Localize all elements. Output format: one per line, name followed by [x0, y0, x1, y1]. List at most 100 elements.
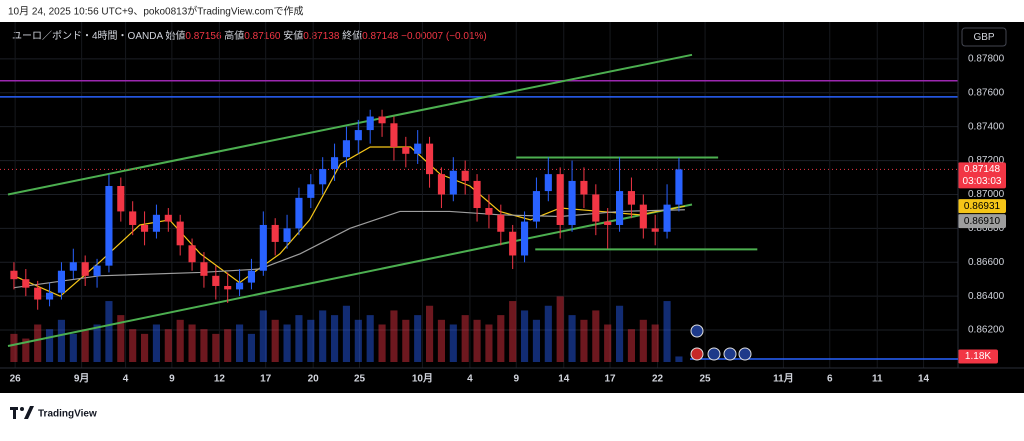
volume-bar: [592, 310, 600, 362]
candle-body: [188, 245, 196, 263]
x-tick-label: 4: [467, 374, 473, 385]
candle-body: [105, 185, 113, 266]
y-tick-label: 0.86800: [968, 223, 1005, 234]
candle-body: [449, 170, 457, 195]
volume-bar: [580, 319, 588, 362]
logo-mark: [24, 406, 34, 419]
candle-body: [663, 204, 671, 232]
volume-bar: [604, 324, 612, 362]
volume-bar: [449, 324, 457, 362]
low-label: 安値: [283, 29, 303, 42]
y-tick-label: 0.86600: [968, 257, 1005, 268]
high-label: 高値: [224, 29, 244, 42]
candle-body: [46, 292, 54, 300]
volume-box: [958, 349, 998, 364]
candle-body: [247, 270, 255, 283]
volume-bar: [354, 319, 362, 362]
ma-price-label: 0.86931: [964, 201, 1001, 212]
event-icon[interactable]: [707, 347, 721, 361]
candle-body: [675, 169, 683, 205]
candle-body: [212, 275, 220, 286]
countdown-label: 03:03:03: [963, 176, 1002, 187]
candle-body: [319, 169, 327, 185]
x-tick-label: 9: [169, 374, 175, 385]
change-value: −0.00007 (−0.01%): [401, 31, 487, 42]
volume-bar: [129, 329, 137, 362]
volume-bar: [497, 315, 505, 362]
open-label: 始値: [165, 29, 185, 42]
y-tick-label: 0.86200: [968, 325, 1005, 336]
candle-body: [651, 228, 659, 232]
volume-bar: [627, 329, 635, 362]
y-tick-label: 0.87800: [968, 54, 1005, 65]
event-icon[interactable]: [690, 347, 704, 361]
event-icon[interactable]: [723, 347, 737, 361]
lines-layer: [0, 53, 958, 347]
volume-bar: [675, 356, 683, 362]
volume-bar: [247, 333, 255, 362]
volume-bar: [414, 315, 422, 362]
x-tick-label: 20: [308, 374, 320, 385]
candle-body: [354, 130, 362, 141]
candle-body: [342, 140, 350, 158]
volume-bar: [663, 301, 671, 362]
x-tick-label: 11月: [773, 373, 794, 385]
x-tick-label: 17: [260, 374, 272, 385]
candle-body: [592, 194, 600, 222]
candle-body: [81, 262, 89, 276]
x-tick-label: 11: [872, 374, 883, 385]
volume-bar: [188, 324, 196, 362]
volume-bar: [57, 319, 65, 362]
event-icons: [690, 324, 752, 361]
candle-body: [295, 197, 303, 229]
logo-mark: [20, 407, 24, 411]
event-icon[interactable]: [690, 324, 704, 338]
volume-bar: [342, 305, 350, 362]
y-tick-label: 0.87600: [968, 87, 1005, 98]
candle-body: [366, 116, 374, 131]
candle-body: [580, 180, 588, 195]
candle-body: [176, 221, 184, 246]
volume-bar: [271, 319, 279, 362]
candle-body: [236, 282, 244, 290]
currency-button[interactable]: [961, 27, 1007, 47]
volume-bar: [319, 310, 327, 362]
chart-background: [0, 22, 1024, 393]
grid-layer: [0, 22, 958, 368]
attribution: 10月 24, 2025 10:56 UTC+9、poko0813がTradin…: [8, 5, 303, 18]
event-icon[interactable]: [738, 347, 752, 361]
candle-body: [556, 174, 564, 225]
volume-bar: [46, 329, 54, 362]
logo: TradingView: [10, 406, 97, 420]
x-tick-label: 14: [558, 374, 570, 385]
ma-price-box: [958, 214, 1006, 229]
candle-body: [283, 228, 291, 242]
candle-body: [627, 191, 635, 205]
volume-bar: [200, 329, 208, 362]
x-tick-label: 6: [827, 374, 833, 385]
volume-bar: [283, 324, 291, 362]
ma-price-box: [958, 199, 1006, 214]
volume-bar: [378, 324, 386, 362]
volume-label: 1.18K: [965, 351, 991, 362]
volume-bar: [532, 319, 540, 362]
close-label: 終値: [342, 29, 362, 42]
volume-bar: [366, 315, 374, 362]
candle-body: [568, 180, 576, 225]
x-tick-label: 12: [214, 374, 226, 385]
volume-bar: [521, 310, 529, 362]
candle-body: [390, 123, 398, 148]
x-tick-label: 25: [354, 374, 366, 385]
candle-body: [461, 170, 469, 181]
candle-body: [521, 221, 529, 256]
x-tick-label: 4: [123, 374, 129, 385]
x-tick-label: 25: [700, 374, 712, 385]
high-value: 0.87160: [244, 31, 281, 42]
volume-bar: [485, 324, 493, 362]
volume-bar: [473, 319, 481, 362]
logo-text: TradingView: [38, 409, 97, 420]
trendline: [7, 53, 693, 196]
open-value: 0.87156: [185, 31, 222, 42]
volume-bar: [616, 305, 624, 362]
